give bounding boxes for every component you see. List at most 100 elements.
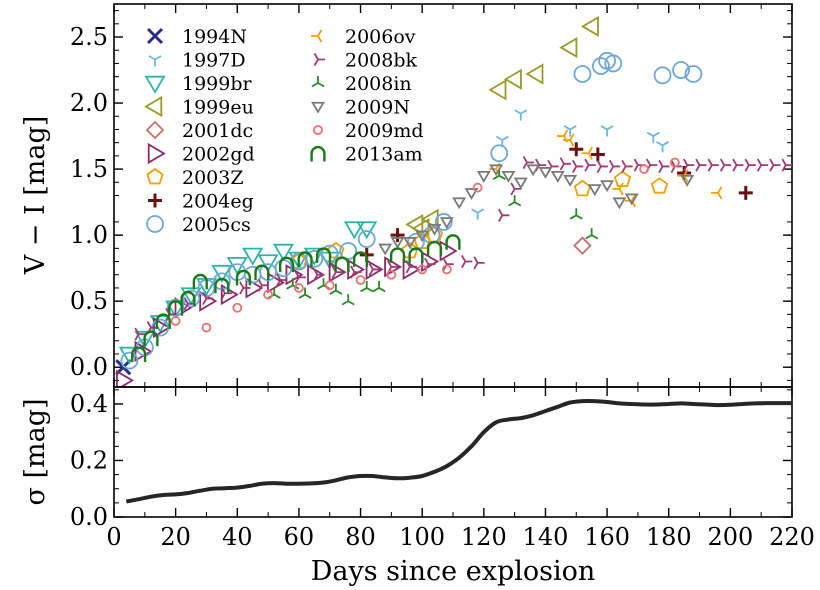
point-2004eg [569, 142, 584, 157]
point-2008bk [239, 281, 251, 295]
point-2009n [587, 184, 602, 197]
point-2009n [402, 237, 417, 249]
x-tick-label: 220 [769, 523, 815, 551]
legend-label: 1999eu [182, 97, 254, 119]
point-2005cs [274, 259, 293, 278]
legend-item-1994n: 1994N [146, 26, 247, 48]
point-2008bk [405, 260, 417, 274]
point-2009n [452, 197, 467, 210]
point-2009md [201, 322, 212, 333]
point-2008bk [707, 158, 719, 172]
point-2009n [501, 171, 516, 183]
point-1999br [272, 243, 295, 262]
legend-item-2002gd: 2002gd [147, 142, 255, 166]
point-2013am [235, 269, 252, 286]
top-data-markers [115, 15, 792, 387]
point-2008bk [350, 265, 362, 279]
point-2006ov [711, 186, 723, 200]
legend-item-2009md: 2009md [313, 120, 424, 142]
point-2009md [417, 264, 428, 275]
point-2009n [415, 230, 430, 243]
legend-marker [146, 27, 164, 45]
legend: 1994N1997D1999br1999eu2001dc2002gd2003Z2… [144, 26, 424, 236]
point-1999eu [580, 15, 599, 38]
top-y-tick-label: 1.5 [70, 155, 108, 183]
sigma-line [125, 398, 792, 504]
legend-marker [146, 215, 164, 233]
point-2008in [267, 287, 281, 299]
legend-label: 2003Z [182, 167, 244, 189]
point-2008bk [510, 182, 522, 196]
point-2005cs [305, 249, 324, 268]
point-2008bk [473, 256, 485, 270]
bottom-plot-frame [113, 386, 793, 518]
point-2008bk [584, 158, 596, 172]
point-2013am [352, 251, 369, 267]
point-2005cs [672, 61, 690, 79]
point-2013am [192, 273, 208, 290]
point-2008bk [658, 159, 670, 173]
legend-item-1997d: 1997D [148, 50, 246, 72]
legend-label: 2001dc [182, 120, 253, 142]
point-2008in [298, 287, 312, 299]
x-tick-label: 200 [707, 523, 753, 551]
point-2008bk [202, 291, 214, 306]
legend-marker [311, 76, 325, 88]
point-2004eg [390, 228, 405, 243]
point-2008in [585, 228, 599, 240]
x-tick-label: 120 [461, 523, 507, 551]
point-2005cs [604, 54, 623, 73]
legend-marker [310, 145, 326, 162]
point-1997d [600, 125, 614, 137]
point-2002gd [402, 258, 421, 281]
top-axis-ticks: 0.0 0.5 1.0 1.5 2.0 2.5 [70, 4, 793, 387]
color-evolution-panel: 0.0 0.5 1.0 1.5 2.0 2.5 1994N1997D1999br1999e… [70, 3, 793, 388]
legend-marker [144, 75, 166, 94]
legend-label: 1997D [182, 50, 246, 72]
point-2008in [341, 294, 355, 306]
point-2008bk [368, 262, 380, 276]
point-2009n [680, 174, 695, 187]
point-2008bk [442, 257, 454, 271]
point-2009md [324, 280, 335, 291]
legend-item-2004eg: 2004eg [148, 191, 254, 213]
x-tick-label: 80 [345, 523, 376, 551]
point-2008in [372, 280, 386, 293]
point-2009n [489, 164, 504, 177]
point-2008bk [695, 158, 707, 172]
point-2008bk [732, 158, 744, 172]
legend-item-2005cs: 2005cs [146, 214, 251, 236]
point-2008bk [559, 157, 571, 171]
point-2008bk [756, 158, 769, 172]
legend-label: 2002gd [182, 144, 255, 166]
point-1999br [118, 346, 140, 365]
point-2009md [472, 182, 483, 193]
point-1999br [134, 330, 156, 349]
x-tick-label: 20 [160, 523, 191, 551]
point-1997d [646, 131, 660, 144]
point-2013am [254, 264, 270, 281]
point-1999eu [488, 79, 507, 101]
point-2009md [669, 157, 680, 168]
point-2002gd [421, 250, 440, 273]
legend-label: 2008in [345, 73, 412, 95]
x-tick-label: 160 [584, 523, 630, 551]
point-2009n [550, 171, 565, 183]
bottom-y-tick-label: 0.2 [70, 446, 108, 474]
series-2009n [378, 164, 695, 256]
point-1999eu [525, 63, 544, 85]
legend-item-2013am: 2013am [310, 144, 423, 166]
point-2006ov [556, 129, 569, 143]
point-1999eu [420, 208, 439, 230]
legend-item-2001dc: 2001dc [145, 120, 253, 142]
point-2013am [131, 346, 147, 362]
point-2005cs [573, 65, 592, 83]
top-y-tick-label: 0.0 [70, 353, 108, 381]
point-1997d [471, 208, 485, 220]
bottom-y-tick-label: 0.0 [70, 503, 108, 531]
point-2008in [329, 283, 343, 295]
x-tick-label: 60 [284, 523, 315, 551]
legend-label: 2008bk [345, 50, 418, 72]
legend-marker [147, 142, 166, 165]
